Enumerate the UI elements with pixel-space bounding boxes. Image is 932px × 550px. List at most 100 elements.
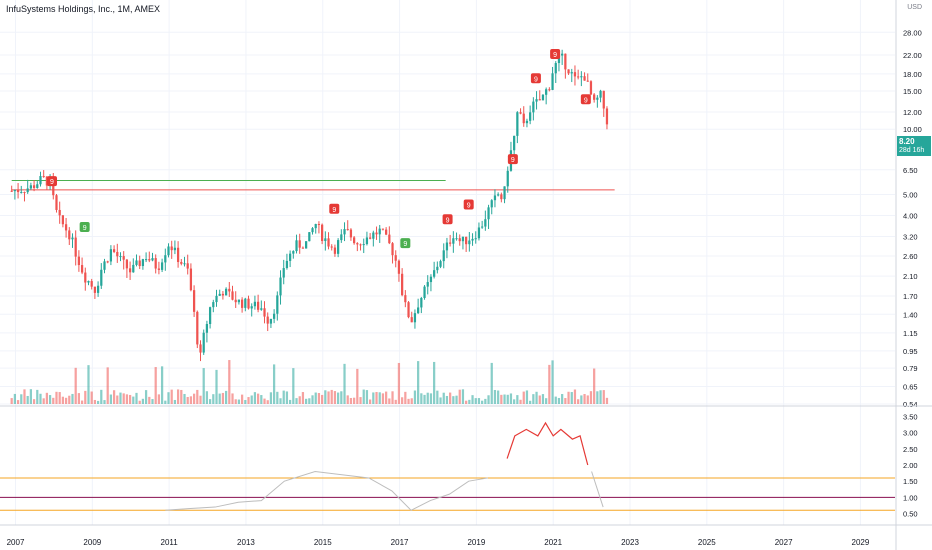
- time-axis-label: 2023: [621, 538, 639, 547]
- candle-body: [439, 261, 442, 267]
- volume-bar: [449, 392, 452, 404]
- candle-body: [545, 89, 548, 95]
- price-axis-label: 0.95: [903, 347, 918, 356]
- candle-body: [279, 277, 282, 296]
- candle-body: [58, 209, 61, 216]
- candle-body: [314, 224, 317, 229]
- candle-body: [36, 184, 39, 188]
- volume-bar: [343, 363, 346, 404]
- candle-body: [29, 185, 33, 189]
- candle-body: [308, 232, 311, 242]
- candle-body: [474, 238, 477, 240]
- volume-bar: [292, 368, 295, 404]
- sequence-marker-box: [442, 214, 453, 225]
- candle-body: [90, 281, 93, 287]
- candle-body: [212, 302, 215, 308]
- volume-bar: [340, 391, 343, 404]
- candle-body: [605, 108, 609, 125]
- volume-bar: [401, 397, 404, 404]
- volume-bar: [557, 397, 561, 404]
- sequence-marker-box: [550, 48, 561, 59]
- volume-bar: [170, 389, 173, 404]
- candle-body: [353, 237, 356, 244]
- volume-bar: [109, 394, 113, 404]
- volume-bar: [231, 393, 234, 404]
- candle-body: [433, 270, 436, 277]
- candle-body: [132, 264, 135, 273]
- candle-body: [391, 243, 394, 256]
- sequence-marker-label: 9: [584, 97, 588, 104]
- oscillator-line-low: [165, 470, 488, 511]
- candle-body: [564, 53, 567, 70]
- current-price-tag[interactable]: 8.20 28d 16h: [897, 136, 931, 156]
- oscillator-pane: [0, 421, 895, 511]
- volume-bar: [333, 391, 337, 404]
- candle-body: [112, 249, 116, 252]
- volume-bar: [477, 398, 481, 404]
- volume-bar: [45, 392, 49, 404]
- volume-bar: [541, 394, 545, 404]
- candle-body: [96, 285, 100, 293]
- oscillator-line-tail: [591, 471, 604, 508]
- candle-body: [490, 200, 493, 208]
- sequence-marker-label: 9: [332, 207, 336, 214]
- candle-body: [192, 290, 196, 312]
- candle-body: [23, 192, 26, 194]
- time-axis-label: 2021: [544, 538, 562, 547]
- candle-body: [525, 120, 529, 124]
- candle-body: [176, 247, 180, 263]
- candle-body: [128, 268, 132, 273]
- volume-bar: [481, 400, 484, 404]
- candle-body: [106, 261, 109, 263]
- candle-body: [554, 63, 557, 74]
- volume-bar: [314, 392, 317, 404]
- volume-bar: [599, 390, 602, 404]
- candlestick-series: [10, 49, 609, 362]
- volume-bar: [369, 399, 372, 404]
- candle-body: [404, 295, 407, 303]
- volume-bar: [311, 395, 314, 404]
- volume-bar: [330, 389, 333, 404]
- volume-bar: [196, 389, 199, 404]
- volume-bar: [605, 397, 609, 404]
- price-axis-label: 0.65: [903, 383, 918, 392]
- candle-body: [55, 195, 58, 210]
- candle-body: [170, 246, 173, 251]
- candle-body: [551, 73, 554, 90]
- volume-bar: [573, 389, 577, 404]
- candle-body: [343, 229, 346, 235]
- volume-bar: [160, 366, 164, 404]
- candle-body: [337, 240, 340, 254]
- candle-body: [250, 306, 253, 309]
- candle-body: [45, 176, 49, 186]
- candle-body: [183, 263, 186, 265]
- candle-body: [256, 301, 260, 310]
- price-axis-label: 28.00: [903, 28, 922, 37]
- candle-body: [135, 260, 138, 265]
- volume-bar: [256, 393, 260, 404]
- candle-body: [74, 237, 77, 257]
- volume-bar: [570, 392, 573, 404]
- volume-bar: [567, 391, 570, 404]
- volume-bar: [205, 391, 209, 404]
- candle-body: [231, 291, 234, 300]
- candle-body: [148, 259, 151, 261]
- volume-bar: [167, 392, 170, 404]
- price-axis-label: 18.00: [903, 70, 922, 79]
- volume-bar: [42, 398, 45, 404]
- candle-body: [413, 313, 417, 323]
- volume-bar: [583, 394, 586, 404]
- volume-bar: [474, 398, 477, 404]
- candle-body: [119, 256, 122, 258]
- candle-body: [429, 276, 433, 283]
- candle-body: [538, 99, 541, 101]
- volume-bar: [471, 395, 474, 404]
- volume-bar: [58, 392, 61, 404]
- candle-body: [39, 176, 42, 185]
- volume-bar: [535, 391, 538, 404]
- candle-body: [164, 255, 167, 263]
- candle-body: [599, 90, 602, 98]
- candle-body: [295, 240, 298, 252]
- volume-bar: [577, 399, 580, 404]
